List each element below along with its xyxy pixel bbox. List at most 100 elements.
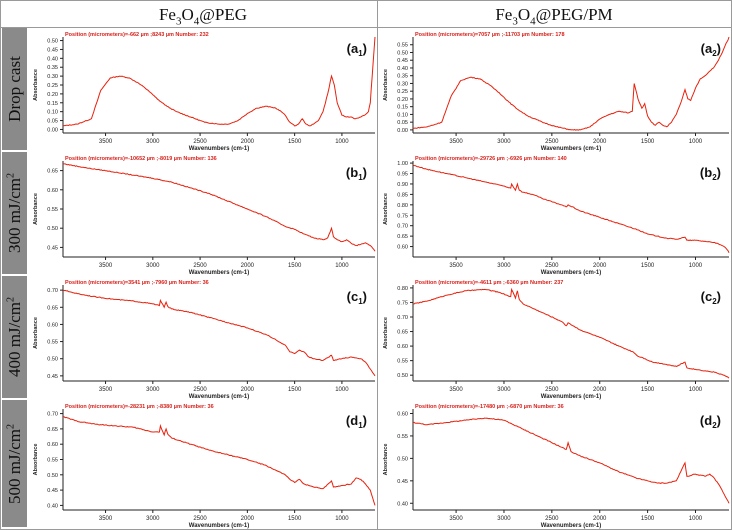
x-axis-label: Wavenumbers (cm-1)	[189, 394, 249, 400]
x-tick-label: 2000	[593, 387, 607, 393]
panel-tag-letter: d	[704, 413, 712, 428]
y-tick-label: 0.65	[47, 169, 58, 175]
x-tick-label: 3000	[146, 139, 160, 145]
x-tick-label: 3500	[449, 387, 463, 393]
y-tick-label: 0.45	[397, 479, 408, 485]
x-tick-label: 1000	[335, 263, 349, 269]
panel-d1: 0.40 0.45 0.50 0.55 0.60 0.65 0.70 3500 3000 2500…	[33, 404, 376, 529]
spectrum-line	[62, 36, 376, 127]
panel-tag: (d1)	[346, 413, 367, 430]
x-tick-label: 1000	[335, 387, 349, 393]
x-tick-label: 1000	[689, 139, 703, 145]
column-header-left: Fe3O4@PEG	[158, 5, 248, 28]
y-tick-label: 0.15	[47, 101, 58, 107]
x-tick-label: 2000	[241, 516, 255, 522]
x-tick-label: 1000	[689, 516, 703, 522]
y-tick-label: 0.50	[397, 456, 408, 462]
x-tick-label: 1500	[288, 516, 302, 522]
y-tick-label: 0.40	[397, 66, 408, 72]
x-axis-label: Wavenumbers (cm-1)	[541, 523, 601, 529]
spectrum-line	[62, 289, 376, 377]
y-tick-label: 0.70	[47, 412, 58, 418]
panel-tag: (d2)	[700, 413, 721, 430]
y-tick-label: 0.65	[47, 305, 58, 311]
x-tick-label: 2000	[241, 139, 255, 145]
y-tick-label: 0.55	[397, 43, 408, 49]
y-tick-label: 0.35	[47, 65, 58, 71]
x-tick-label: 2000	[593, 139, 607, 145]
x-tick-label: 2500	[545, 263, 559, 269]
y-tick-label: 0.85	[397, 192, 408, 198]
x-tick-label: 3500	[449, 263, 463, 269]
y-tick-label: 0.15	[397, 105, 408, 111]
position-readout: Position (micrometers)=7057 µm ;-11703 µ…	[415, 32, 565, 38]
panel-tag: (b1)	[346, 165, 367, 182]
x-tick-label: 3500	[99, 387, 113, 393]
y-tick-label: 0.35	[397, 74, 408, 80]
y-tick-label: 1.00	[397, 161, 408, 167]
panel-tag-index: 1	[358, 297, 363, 306]
y-tick-label: 0.90	[397, 182, 408, 188]
y-tick-label: 0.50	[397, 50, 408, 56]
panel-tag-open: (	[347, 41, 352, 56]
y-tick-label: 0.50	[47, 357, 58, 363]
panel-a1: 0.00 0.05 0.10 0.15 0.20 0.25 0.30 0.35 0.40 0.45…	[33, 32, 376, 152]
panel-tag-index: 2	[712, 297, 717, 306]
panel-tag: (a1)	[347, 41, 367, 58]
spectrum-line	[412, 164, 730, 254]
y-tick-label: 0.55	[397, 434, 408, 440]
y-tick-label: 0.55	[397, 359, 408, 365]
panel-tag: (c1)	[347, 289, 367, 306]
y-tick-label: 0.60	[397, 245, 408, 251]
y-tick-label: 0.65	[397, 330, 408, 336]
spectrum-line	[412, 36, 730, 131]
x-tick-label: 2000	[593, 263, 607, 269]
y-tick-label: 0.65	[397, 234, 408, 240]
x-axis-label: Wavenumbers (cm-1)	[189, 270, 249, 276]
panel-tag-letter: a	[351, 41, 359, 56]
y-tick-label: 0.10	[397, 112, 408, 118]
y-axis-label: Absorbance	[33, 444, 39, 476]
y-tick-label: 0.45	[47, 245, 58, 251]
y-tick-label: 0.25	[47, 83, 58, 89]
y-tick-label: 0.65	[47, 427, 58, 433]
x-tick-label: 1000	[335, 139, 349, 145]
panel-tag-letter: d	[350, 413, 358, 428]
row-label-500: 500 mJ/cm2	[2, 400, 27, 527]
y-tick-label: 0.45	[47, 47, 58, 53]
y-tick-label: 0.55	[47, 340, 58, 346]
y-tick-label: 0.80	[397, 203, 408, 209]
y-axis-label: Absorbance	[383, 69, 389, 101]
panel-tag-index: 2	[712, 421, 717, 430]
y-tick-label: 0.30	[397, 81, 408, 87]
row-label-400: 400 mJ/cm2	[2, 276, 27, 398]
y-tick-label: 0.60	[397, 344, 408, 350]
panel-tag: (b2)	[700, 165, 721, 182]
x-tick-label: 3500	[449, 516, 463, 522]
panel-tag-close: )	[717, 41, 721, 56]
panel-tag: (a2)	[701, 41, 721, 58]
panel-tag-letter: b	[704, 165, 712, 180]
panel-tag-close: )	[717, 413, 721, 428]
y-tick-label: 0.45	[47, 488, 58, 494]
y-tick-label: 0.45	[47, 374, 58, 380]
frame-header-divider	[0, 27, 732, 28]
panel-d2: 0.40 0.45 0.50 0.55 0.60 3500 3000 2500 2000 1500…	[383, 404, 730, 529]
y-tick-label: 0.10	[47, 110, 58, 116]
frame-column-divider	[377, 0, 378, 530]
panel-tag: (c2)	[701, 289, 721, 306]
y-tick-label: 0.50	[47, 226, 58, 232]
y-axis-label: Absorbance	[33, 69, 39, 101]
panel-tag-close: )	[363, 165, 367, 180]
x-axis-label: Wavenumbers (cm-1)	[189, 146, 249, 152]
y-tick-label: 0.40	[47, 56, 58, 62]
x-tick-label: 3000	[497, 139, 511, 145]
spectrum-line	[412, 287, 730, 379]
y-tick-label: 0.20	[47, 92, 58, 98]
x-tick-label: 2500	[545, 139, 559, 145]
panel-tag-letter: a	[705, 41, 713, 56]
y-tick-label: 0.45	[397, 58, 408, 64]
panel-a2: 0.00 0.05 0.100.15 0.20 0.25 0.300.35 0.40 0.45…	[383, 32, 730, 152]
position-readout: Position (micrometers)=-662 µm ;8243 µm …	[65, 32, 209, 38]
y-tick-label: 0.55	[47, 458, 58, 464]
